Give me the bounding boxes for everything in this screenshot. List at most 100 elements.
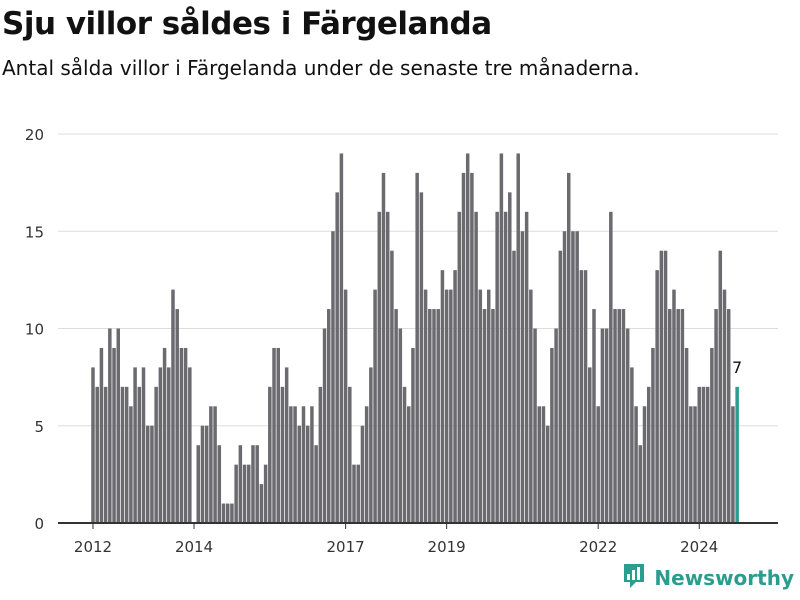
bar (604, 328, 609, 523)
bar (630, 367, 634, 523)
bar (423, 289, 428, 523)
bar (327, 309, 331, 523)
brand-logo[interactable]: Newsworthy (622, 562, 794, 594)
bar (175, 309, 179, 523)
bar (129, 406, 133, 523)
bar (697, 386, 701, 523)
bar (428, 309, 432, 523)
x-tick-label: 2024 (680, 538, 718, 556)
bar (465, 153, 470, 523)
bar (335, 192, 339, 523)
bar (474, 211, 478, 524)
chart-title: Sju villor såldes i Färgelanda (2, 6, 492, 42)
bar (137, 386, 142, 523)
bar (444, 289, 449, 523)
bar (710, 347, 714, 523)
bar (676, 309, 680, 523)
bar (381, 172, 386, 523)
y-tick-label: 10 (25, 321, 44, 339)
bar (318, 386, 323, 523)
bar (343, 289, 348, 523)
bar (272, 347, 276, 523)
bar (385, 211, 390, 524)
x-tick-label: 2017 (327, 538, 365, 556)
bar (503, 211, 508, 524)
bar (722, 289, 727, 523)
bar (356, 464, 360, 523)
bar (655, 270, 659, 523)
bar (259, 484, 264, 523)
bar (162, 347, 167, 523)
bar (705, 386, 710, 523)
bar (520, 231, 525, 523)
bar (301, 406, 306, 523)
bar (352, 464, 356, 523)
bar (167, 367, 171, 523)
bar (314, 445, 318, 523)
bar (263, 464, 268, 523)
bar (529, 289, 533, 523)
bar (642, 406, 647, 523)
chart-subtitle: Antal sålda villor i Färgelanda under de… (2, 56, 640, 80)
x-tick-label: 2019 (428, 538, 466, 556)
bar (407, 406, 411, 523)
bar (276, 347, 280, 523)
bar (310, 406, 314, 523)
bars (91, 153, 739, 524)
bar (209, 406, 213, 523)
bar (689, 406, 693, 523)
bar (120, 386, 125, 523)
bar (390, 250, 394, 523)
bar (621, 309, 626, 523)
newsworthy-icon (622, 562, 646, 594)
bar (554, 328, 558, 523)
bar (112, 347, 116, 523)
bar (360, 425, 365, 523)
bar (533, 328, 537, 523)
bar (562, 231, 567, 523)
bar (402, 386, 407, 523)
bar (592, 309, 596, 523)
bar (103, 386, 108, 523)
bar (731, 406, 735, 523)
bar (369, 367, 373, 523)
bar (558, 250, 563, 523)
bar (251, 445, 255, 523)
y-axis-ticks: 0 5 10 15 20 (25, 126, 44, 533)
bar (179, 347, 184, 523)
bar (154, 386, 158, 523)
bar (293, 406, 297, 523)
bar (571, 231, 575, 523)
bar (663, 250, 668, 523)
bar (478, 289, 483, 523)
bar (440, 270, 445, 523)
x-tick-label: 2022 (579, 538, 617, 556)
bar (150, 425, 154, 523)
bar (668, 309, 672, 523)
bar (238, 445, 243, 523)
bar (411, 347, 415, 523)
highlight-bar (735, 386, 739, 523)
bar (512, 250, 516, 523)
bar (297, 425, 302, 523)
y-tick-label: 15 (25, 223, 44, 241)
bar (225, 503, 230, 523)
bar (634, 406, 638, 523)
bar (486, 289, 491, 523)
bar (364, 406, 369, 523)
bar (625, 328, 630, 523)
bar (609, 211, 613, 524)
bar (588, 367, 592, 523)
data-labels: 7 (732, 358, 742, 377)
bar (217, 445, 222, 523)
x-tick-label: 2014 (175, 538, 213, 556)
bar (419, 192, 424, 523)
bar (322, 328, 327, 523)
bar (213, 406, 217, 523)
bar (108, 328, 112, 523)
bar (541, 406, 546, 523)
bar (684, 347, 689, 523)
bar (377, 211, 382, 524)
bar (596, 406, 600, 523)
